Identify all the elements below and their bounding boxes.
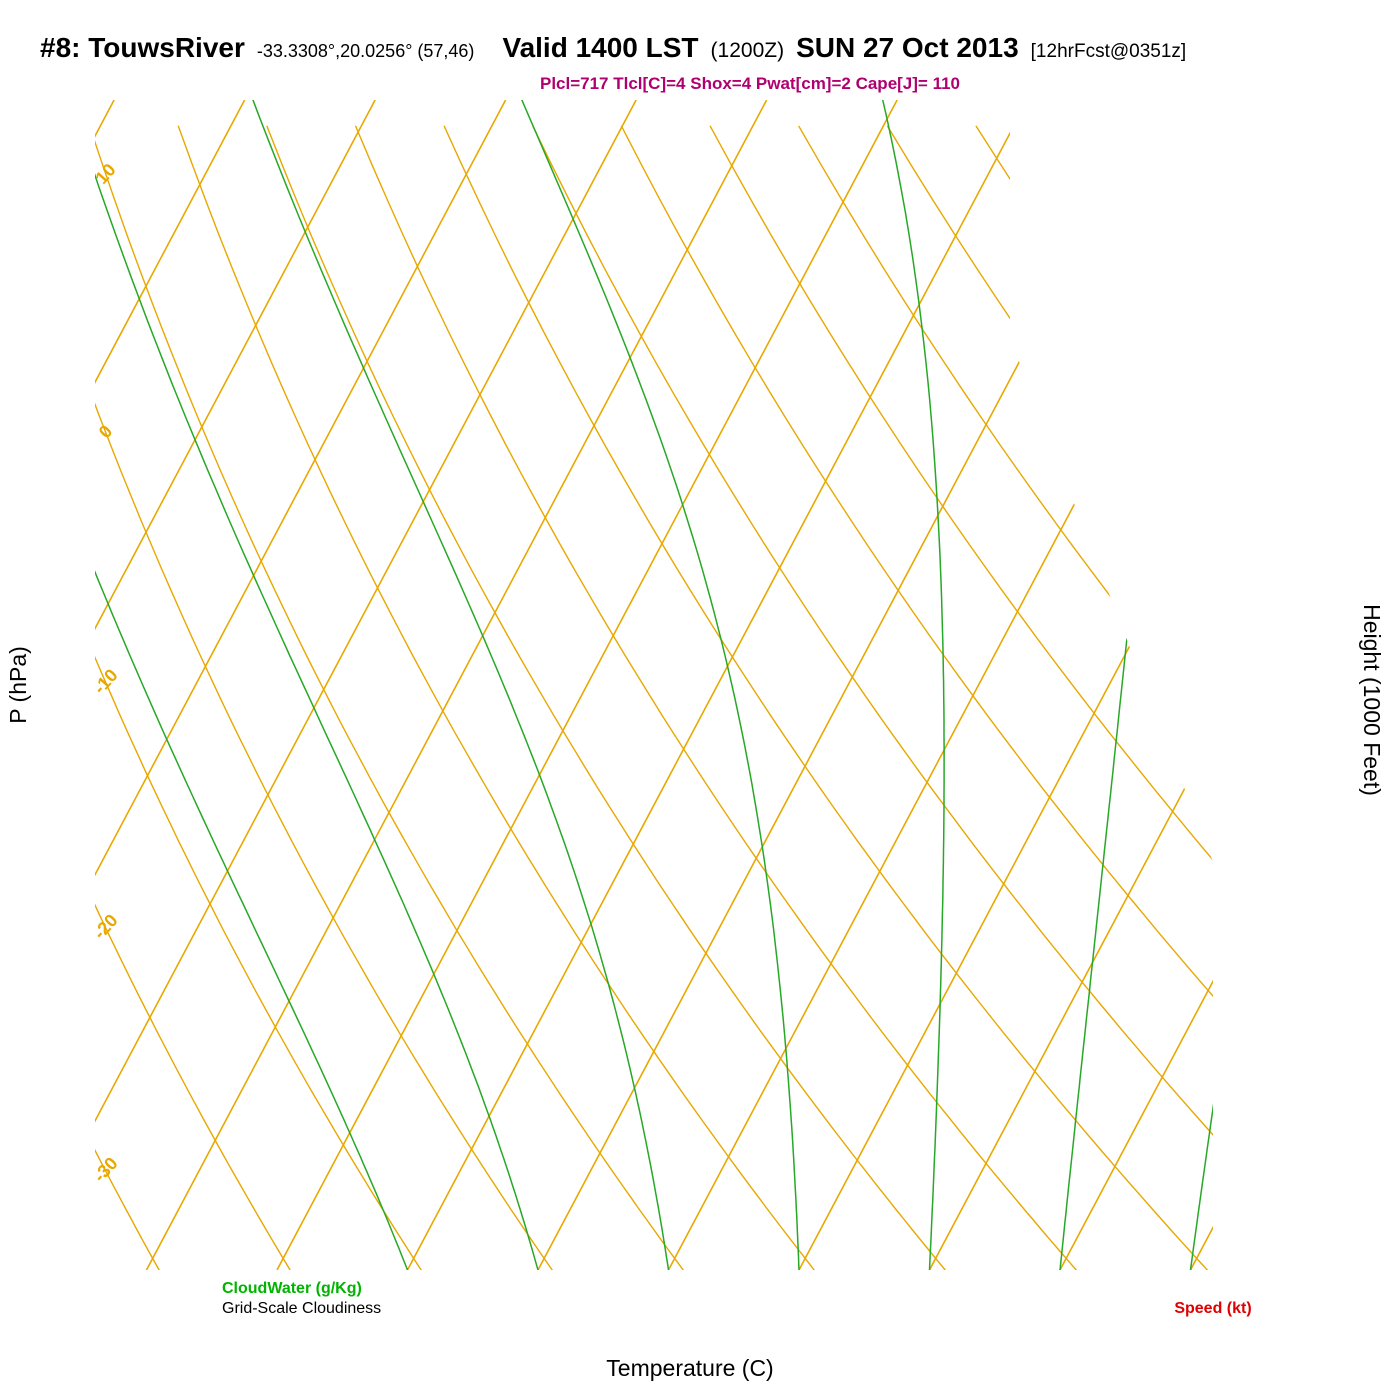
moist-adiabat-lines — [95, 100, 1213, 1270]
speed-axis-title: Speed (kt) — [1174, 1300, 1251, 1317]
height-axis-title: Height (1000 Feet) — [1359, 604, 1385, 796]
valid-zulu: (1200Z) — [710, 39, 785, 62]
isotherm-lines — [95, 100, 1213, 1270]
sounding-indices: Plcl=717 Tlcl[C]=4 Shox=4 Pwat[cm]=2 Cap… — [539, 74, 960, 93]
dry-adiabat-label: -30 — [89, 1153, 121, 1186]
pressure-axis-title: P (hPa) — [5, 646, 31, 724]
station-coords: -33.3308°,20.0256° (57,46) — [256, 41, 475, 61]
temperature-axis-title: Temperature (C) — [606, 1355, 773, 1381]
cloudwater-axis-title: CloudWater (g/Kg) — [222, 1280, 362, 1297]
valid-date: SUN 27 Oct 2013 — [796, 32, 1019, 63]
adiabat-isotherm-labels: -30 -20 -10 0 10 — [89, 160, 121, 1186]
forecast-tag: [12hrFcst@0351z] — [1030, 41, 1187, 62]
dry-adiabat-label: 0 — [95, 421, 117, 442]
valid-time: Valid 1400 LST — [502, 32, 699, 63]
dry-adiabat-lines — [95, 125, 1213, 1270]
dry-adiabat-label: 10 — [91, 160, 119, 188]
cloudiness-axis-title: Grid-Scale Cloudiness — [222, 1300, 381, 1317]
dry-adiabat-label: -20 — [89, 910, 121, 943]
title-bar: #8: TouwsRiver -33.3308°,20.0256° (57,46… — [40, 32, 1186, 64]
station-title: #8: TouwsRiver — [40, 32, 245, 63]
dry-adiabat-label: -10 — [89, 665, 121, 698]
